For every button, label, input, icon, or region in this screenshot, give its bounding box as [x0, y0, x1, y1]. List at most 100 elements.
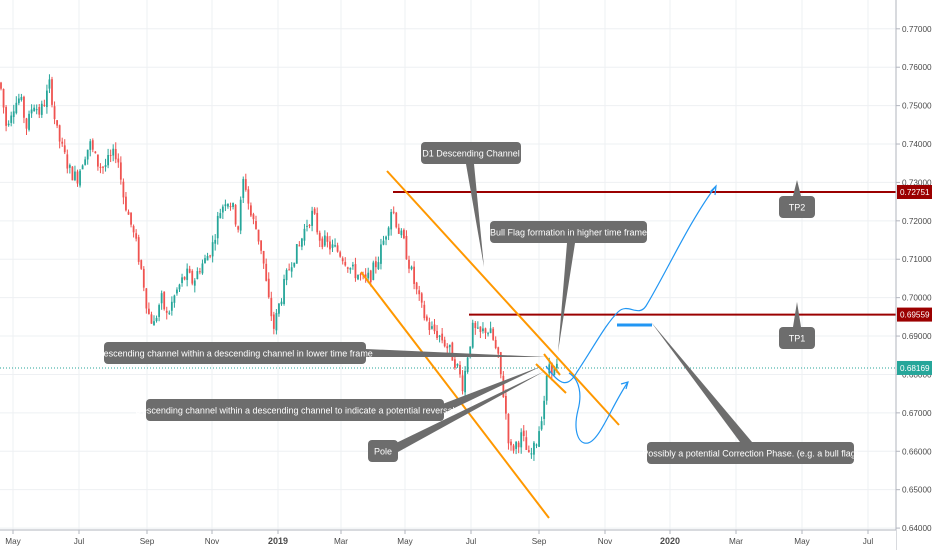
callout-channel-lower-tf[interactable]: Descending channel within a descending c…	[97, 342, 547, 364]
candle-up	[482, 328, 484, 332]
candle-up	[290, 267, 293, 272]
candle-down	[257, 229, 260, 242]
candle-up	[74, 171, 76, 181]
callout-tp1[interactable]: TP1	[779, 302, 815, 349]
candle-up	[372, 262, 375, 280]
candle-down	[494, 339, 497, 348]
callout-d1-channel-pointer	[466, 164, 484, 267]
candle-up	[487, 333, 489, 335]
price-tick-label: 0.74000	[902, 140, 932, 149]
candle-down	[148, 308, 150, 314]
candle-down	[550, 362, 553, 375]
callout-d1-channel-box	[421, 142, 521, 164]
candle-down	[395, 212, 398, 228]
candle-up	[466, 357, 469, 373]
candle-down	[321, 238, 324, 248]
candle-up	[15, 102, 18, 114]
candle-up	[216, 215, 219, 239]
candle-down	[423, 304, 426, 319]
candle-up	[306, 225, 308, 227]
candle-down	[517, 442, 520, 448]
candle-up	[278, 303, 280, 314]
callout-channel-reversal-text: Descending channel within a descending c…	[135, 406, 454, 416]
candle-up	[46, 90, 48, 108]
candle-down	[415, 282, 418, 290]
price-tick-label: 0.67000	[902, 409, 932, 418]
candle-down	[298, 245, 301, 247]
candle-up	[28, 113, 30, 130]
candle-down	[369, 270, 372, 283]
price-tick-label: 0.73000	[902, 178, 932, 187]
candle-down	[135, 233, 138, 239]
candle-up	[12, 111, 15, 118]
candle-down	[346, 267, 349, 269]
level-badge-2	[897, 307, 932, 322]
candle-up	[530, 453, 533, 455]
current-price-badge-text: 0.68169	[900, 364, 930, 373]
time-tick-label: Sep	[140, 537, 155, 546]
candle-down	[308, 224, 311, 226]
candle-up	[377, 262, 380, 270]
callout-channel-lower-tf-pointer	[366, 349, 547, 357]
candle-down	[71, 166, 74, 181]
price-tick-label: 0.71000	[902, 255, 932, 264]
candle-up	[79, 170, 81, 186]
candle-down	[497, 347, 500, 354]
candle-up	[155, 317, 158, 322]
time-tick-label: Mar	[334, 537, 348, 546]
candle-up	[214, 239, 217, 244]
candle-up	[533, 442, 535, 455]
callout-bull-flag-pointer	[558, 243, 575, 352]
candle-down	[507, 413, 510, 444]
candle-down	[425, 316, 428, 321]
candle-down	[354, 264, 357, 279]
candle-down	[250, 205, 252, 216]
candle-down	[252, 214, 255, 220]
callout-correction[interactable]: Possibly a potential Correction Phase. (…	[642, 322, 859, 464]
candle-up	[211, 242, 214, 257]
callout-d1-channel[interactable]: D1 Descending Channel	[421, 142, 521, 267]
callout-channel-reversal-pointer	[440, 366, 542, 413]
callout-tp2[interactable]: TP2	[779, 180, 815, 218]
candle-up	[89, 141, 92, 150]
candle-down	[229, 206, 232, 208]
candle-up	[173, 295, 176, 303]
candle-up	[352, 264, 354, 267]
candle-down	[510, 441, 512, 446]
candle-up	[285, 269, 288, 281]
price-tick-label: 0.64000	[902, 524, 932, 533]
candle-up	[181, 277, 183, 284]
candle-down	[408, 259, 410, 269]
candle-down	[441, 333, 444, 341]
candle-up	[303, 228, 306, 241]
candle-down	[505, 396, 507, 414]
candle-up	[193, 280, 196, 286]
candle-down	[76, 171, 79, 184]
callout-bull-flag[interactable]: Bull Flag formation in higher time frame	[490, 221, 647, 352]
candle-up	[431, 326, 433, 329]
candle-down	[183, 276, 186, 280]
candle-down	[58, 125, 61, 142]
candle-down	[262, 250, 265, 264]
candle-up	[515, 441, 517, 449]
time-tick-label: Mar	[729, 537, 743, 546]
callout-d1-channel-text: D1 Descending Channel	[422, 149, 520, 159]
candle-down	[288, 269, 291, 271]
candle-up	[471, 322, 474, 348]
candle-up	[232, 203, 234, 207]
candle-up	[456, 363, 459, 366]
callout-channel-reversal[interactable]: Descending channel within a descending c…	[135, 366, 542, 421]
callout-pole[interactable]: Pole	[368, 371, 545, 462]
callout-correction-pointer	[651, 322, 752, 442]
candle-up	[20, 96, 23, 100]
candle-down	[474, 322, 477, 329]
mini-channel-lower	[543, 353, 561, 376]
candle-down	[132, 226, 135, 233]
time-tick-label: Jul	[863, 537, 874, 546]
candle-down	[492, 328, 495, 340]
callout-tp2-box	[779, 196, 815, 218]
candle-up	[10, 115, 13, 123]
candle-up	[104, 165, 107, 167]
